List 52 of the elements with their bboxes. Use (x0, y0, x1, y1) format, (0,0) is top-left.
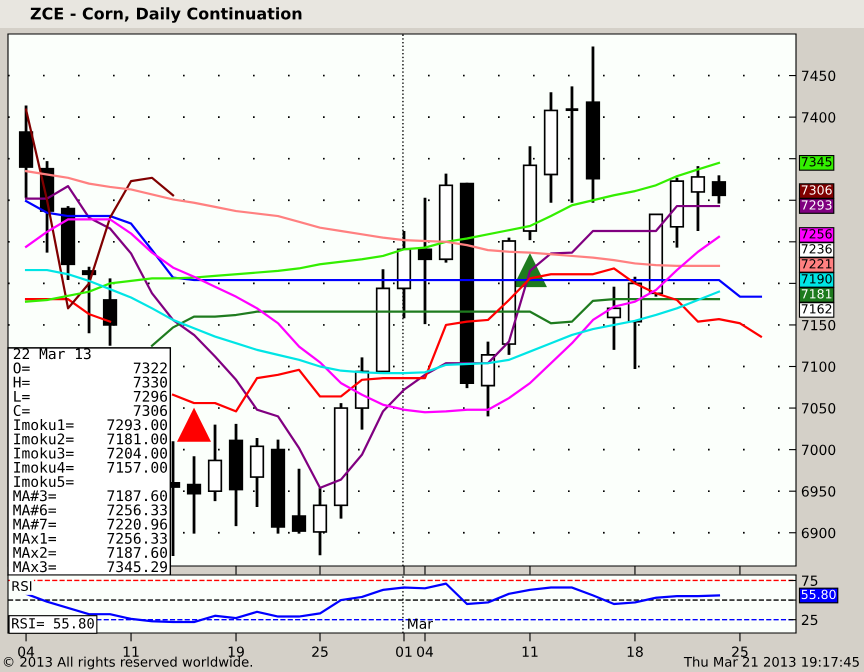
text: Thu Mar 21 2013 19:17:45 (684, 656, 859, 667)
text: Imoku4=7157.00 (14, 462, 168, 473)
y-tick-label: 7150 (802, 320, 836, 330)
x-tick-label: 25 (312, 646, 328, 657)
text: 7345 (802, 157, 832, 166)
y-tick-label: 75 (802, 576, 818, 586)
x-tick-label: 11 (522, 646, 538, 657)
text: C= (14, 405, 30, 416)
annotation: 7306 (134, 405, 168, 416)
text: MA#6=7256.33 (13, 504, 167, 516)
y-tick-label: 7400 (802, 112, 836, 123)
annotation: 22 Mar 13 (14, 348, 91, 360)
text: 7190 (802, 274, 832, 284)
text: 7293 (802, 200, 832, 210)
y-tick-label: 7100 (802, 361, 836, 372)
text: MAx2=7187.60 (13, 546, 168, 558)
x-tick-label: 01 (396, 646, 412, 657)
text: MA#7=7220.96 (13, 518, 168, 530)
text: 7256 (802, 229, 832, 239)
chart-title: ZCE - Corn, Daily Continuation (30, 7, 302, 23)
x-tick-label: 19 (228, 646, 244, 657)
text: 7236 (802, 244, 832, 254)
y-tick-label: 7050 (802, 403, 836, 414)
annotation: Imoku5= (14, 476, 74, 488)
text: MAx3=7345.29 (13, 561, 167, 572)
y-tick-label: 6950 (802, 486, 836, 497)
y-tick-label: 6900 (802, 528, 836, 538)
x-tick-label: 04 (18, 646, 34, 657)
x-tick-label: 04 (417, 646, 434, 657)
x-tick-label: 18 (628, 646, 643, 657)
y-tick-label: 7450 (802, 70, 836, 82)
text: Imoku2=7181.00 (14, 433, 168, 444)
text: 7162 (802, 304, 832, 314)
text: H=7330 (14, 376, 168, 388)
text: MAx1=7256.33 (13, 532, 167, 544)
y-tick-label: 25 (802, 614, 818, 626)
text: L=7296 (14, 390, 168, 402)
text: 55.80 (802, 590, 836, 600)
text: Imoku3=7204.00 (14, 447, 168, 459)
annotation: RSI= 55.80 (12, 618, 94, 629)
text: 7306 (802, 185, 832, 195)
x-tick-label: 25 (732, 646, 748, 657)
text: 7221 (802, 259, 832, 268)
text: O=7322 (14, 362, 167, 374)
annotation: Mar (408, 618, 433, 629)
text: Imoku1=7293.00 (14, 418, 168, 430)
text: MA#3=7187.60 (13, 490, 168, 502)
text: © 2013 All rights reserved worldwide. (4, 656, 252, 670)
x-tick-label: 11 (124, 646, 139, 657)
y-tick-label: 7000 (802, 444, 836, 456)
annotation: RSI (12, 581, 32, 592)
text: 7181 (802, 289, 832, 299)
